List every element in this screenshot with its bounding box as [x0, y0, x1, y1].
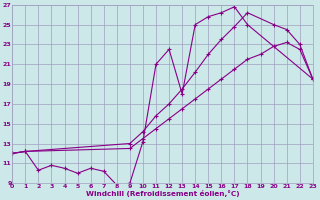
X-axis label: Windchill (Refroidissement éolien,°C): Windchill (Refroidissement éolien,°C): [86, 190, 239, 197]
